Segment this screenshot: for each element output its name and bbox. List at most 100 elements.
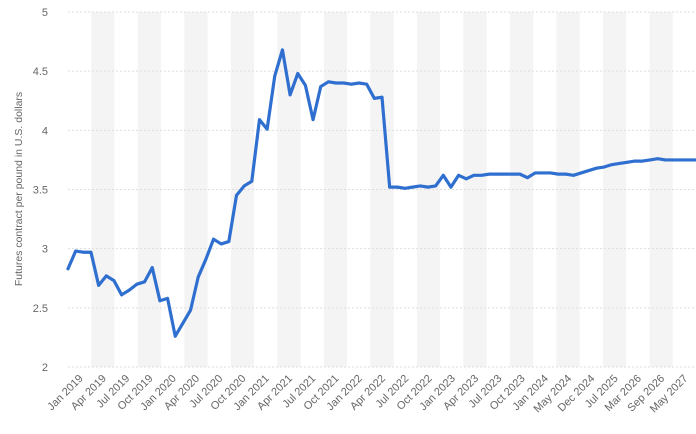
data-point[interactable] — [640, 159, 644, 163]
data-point[interactable] — [441, 173, 445, 177]
data-point[interactable] — [388, 185, 392, 189]
data-point[interactable] — [518, 172, 522, 176]
data-point[interactable] — [663, 158, 667, 162]
data-point[interactable] — [395, 185, 399, 189]
data-point[interactable] — [120, 293, 124, 297]
data-point[interactable] — [526, 176, 529, 180]
data-point[interactable] — [595, 166, 598, 170]
data-point[interactable] — [189, 308, 192, 312]
data-point[interactable] — [380, 95, 384, 99]
data-point[interactable] — [426, 185, 430, 189]
data-point[interactable] — [372, 96, 376, 100]
y-axis-label: Futures contract per pound in U.S. dolla… — [13, 92, 25, 286]
data-point[interactable] — [434, 184, 438, 188]
y-tick-label: 3.5 — [33, 185, 48, 197]
data-point[interactable] — [158, 299, 162, 303]
data-point[interactable] — [487, 172, 491, 176]
data-point[interactable] — [411, 185, 415, 189]
data-point[interactable] — [112, 279, 116, 283]
data-point[interactable] — [265, 127, 269, 131]
data-point[interactable] — [273, 74, 277, 78]
y-tick-label: 2.5 — [33, 303, 48, 315]
data-point[interactable] — [173, 334, 177, 338]
y-axis-ticks: 2 2.5 3 3.5 4 4.5 5 — [33, 7, 48, 374]
data-point[interactable] — [242, 184, 246, 188]
data-point[interactable] — [618, 162, 621, 165]
data-point[interactable] — [472, 173, 476, 177]
data-point[interactable] — [418, 184, 422, 188]
data-point[interactable] — [495, 172, 499, 176]
data-point[interactable] — [281, 48, 284, 52]
data-point[interactable] — [625, 160, 629, 164]
data-point[interactable] — [97, 283, 101, 287]
data-point[interactable] — [74, 249, 78, 253]
data-point[interactable] — [166, 296, 169, 300]
data-point[interactable] — [250, 179, 254, 183]
data-point[interactable] — [181, 321, 185, 325]
data-point[interactable] — [572, 173, 575, 177]
data-point[interactable] — [326, 80, 330, 84]
background-band — [463, 12, 487, 367]
data-point[interactable] — [304, 83, 307, 87]
data-point[interactable] — [296, 72, 300, 75]
data-point[interactable] — [602, 165, 606, 169]
data-point[interactable] — [686, 158, 690, 162]
background-band — [91, 12, 115, 367]
y-tick-label: 4 — [42, 125, 48, 137]
data-point[interactable] — [334, 81, 338, 85]
data-point[interactable] — [212, 237, 215, 241]
data-point[interactable] — [349, 82, 353, 86]
background-band — [323, 12, 348, 367]
data-point[interactable] — [464, 177, 468, 181]
data-point[interactable] — [587, 169, 591, 172]
data-point[interactable] — [204, 257, 208, 261]
data-point[interactable] — [556, 172, 560, 176]
y-tick-label: 5 — [42, 7, 48, 19]
data-point[interactable] — [235, 194, 238, 197]
data-point[interactable] — [319, 85, 323, 88]
background-band — [184, 12, 208, 367]
y-tick-label: 3 — [42, 244, 48, 256]
data-point[interactable] — [457, 173, 460, 177]
data-point[interactable] — [564, 172, 568, 176]
y-tick-label: 4.5 — [33, 66, 48, 78]
data-point[interactable] — [648, 158, 652, 162]
data-point[interactable] — [549, 171, 552, 175]
data-point[interactable] — [66, 267, 70, 271]
data-point[interactable] — [510, 172, 514, 176]
data-point[interactable] — [127, 288, 131, 292]
data-point[interactable] — [656, 157, 660, 161]
data-point[interactable] — [633, 159, 637, 163]
data-point[interactable] — [449, 185, 453, 189]
data-point[interactable] — [579, 171, 583, 175]
data-point[interactable] — [533, 171, 537, 175]
data-point[interactable] — [671, 158, 675, 162]
data-point[interactable] — [150, 266, 154, 269]
data-point[interactable] — [258, 118, 261, 122]
data-point[interactable] — [342, 81, 346, 85]
y-tick-label: 2 — [42, 362, 48, 374]
data-point[interactable] — [219, 242, 223, 246]
data-point[interactable] — [679, 158, 683, 162]
data-point[interactable] — [288, 93, 292, 97]
data-point[interactable] — [365, 82, 369, 86]
series-lines — [66, 48, 696, 338]
data-point[interactable] — [357, 81, 361, 85]
data-point[interactable] — [311, 118, 315, 122]
gridlines — [68, 11, 696, 368]
data-point[interactable] — [89, 250, 93, 254]
data-point[interactable] — [403, 186, 407, 190]
data-point[interactable] — [135, 282, 139, 286]
data-point[interactable] — [104, 274, 108, 278]
data-point[interactable] — [196, 275, 200, 279]
background-band — [602, 12, 627, 367]
data-point[interactable] — [610, 163, 614, 167]
data-point[interactable] — [143, 280, 146, 284]
data-point[interactable] — [227, 240, 231, 243]
data-point[interactable] — [503, 172, 506, 176]
data-point[interactable] — [480, 173, 483, 177]
data-point[interactable] — [81, 250, 85, 254]
data-point[interactable] — [541, 171, 545, 175]
